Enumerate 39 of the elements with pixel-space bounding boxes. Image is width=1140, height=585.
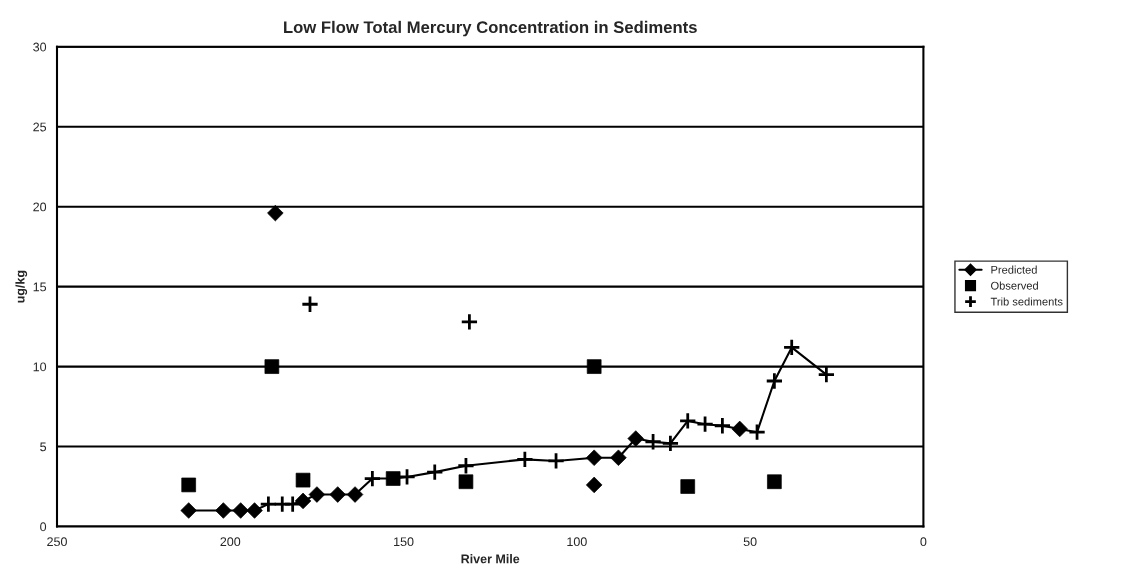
point	[460, 312, 479, 331]
y-axis-title: ug/kg	[15, 270, 28, 303]
point	[547, 451, 566, 470]
point	[748, 423, 767, 442]
point	[363, 469, 382, 488]
chart-title: Low Flow Total Mercury Concentration in Sediments	[284, 20, 697, 37]
legend-label: Observed	[991, 281, 1038, 290]
point	[425, 463, 444, 482]
legend-label: Trib sediments	[990, 297, 1063, 306]
y-tick-label: 30	[33, 42, 47, 52]
y-tick-label: 25	[33, 122, 47, 132]
y-tick-label: 10	[33, 362, 47, 372]
x-tick-label: 0	[920, 537, 927, 547]
point	[644, 432, 663, 451]
y-tick-label: 15	[33, 282, 47, 292]
legend-label: Predicted	[991, 265, 1037, 274]
point	[817, 365, 836, 384]
x-axis-title: River Mile	[461, 554, 520, 564]
point	[283, 495, 302, 514]
point	[713, 416, 732, 435]
point	[678, 411, 697, 430]
y-tick-label: 5	[40, 442, 47, 452]
x-tick-label: 200	[220, 537, 241, 547]
y-tick-label: 20	[33, 202, 47, 212]
point	[398, 467, 417, 486]
x-tick-label: 150	[394, 537, 414, 547]
point	[515, 450, 534, 469]
point	[765, 371, 784, 391]
x-tick-label: 250	[47, 537, 67, 547]
point	[696, 415, 715, 434]
point	[259, 495, 278, 514]
point	[661, 434, 680, 453]
point	[782, 338, 801, 357]
point	[300, 295, 320, 314]
point	[456, 456, 475, 475]
x-tick-label: 100	[567, 537, 587, 547]
x-tick-label: 50	[743, 537, 757, 547]
y-tick-label: 0	[40, 522, 47, 532]
point	[627, 430, 644, 447]
